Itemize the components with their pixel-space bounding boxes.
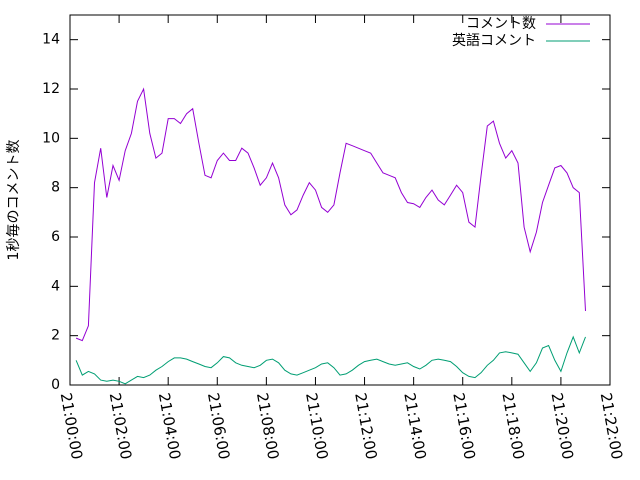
x-tick-label: 21:04:00 (155, 391, 184, 460)
x-tick-label: 21:06:00 (204, 391, 233, 460)
x-tick-label: 21:16:00 (449, 391, 478, 460)
y-tick-label: 14 (42, 32, 60, 48)
y-tick-label: 10 (42, 130, 60, 146)
legend-label: コメント数 (466, 16, 536, 32)
x-tick-label: 21:00:00 (57, 391, 86, 460)
x-tick-label: 21:10:00 (302, 391, 331, 460)
y-tick-label: 12 (42, 81, 60, 97)
plot-border (69, 14, 611, 386)
y-tick-label: 2 (51, 328, 60, 344)
y-tick-label: 8 (51, 180, 60, 196)
series-line (75, 87, 586, 342)
x-tick-label: 21:18:00 (498, 391, 527, 460)
y-tick-label: 0 (51, 377, 60, 393)
x-tick-label: 21:22:00 (597, 391, 626, 460)
x-tick-label: 21:08:00 (253, 391, 282, 460)
x-tick-label: 21:14:00 (400, 391, 429, 460)
y-tick-label: 4 (51, 278, 60, 294)
x-tick-label: 21:12:00 (351, 391, 380, 460)
y-axis-label: 1秒毎のコメント数 (6, 140, 22, 261)
series-line (75, 335, 586, 385)
legend-label: 英語コメント (452, 32, 536, 49)
x-tick-label: 21:02:00 (106, 391, 135, 460)
y-tick-label: 6 (51, 229, 60, 245)
x-tick-label: 21:20:00 (548, 391, 577, 460)
